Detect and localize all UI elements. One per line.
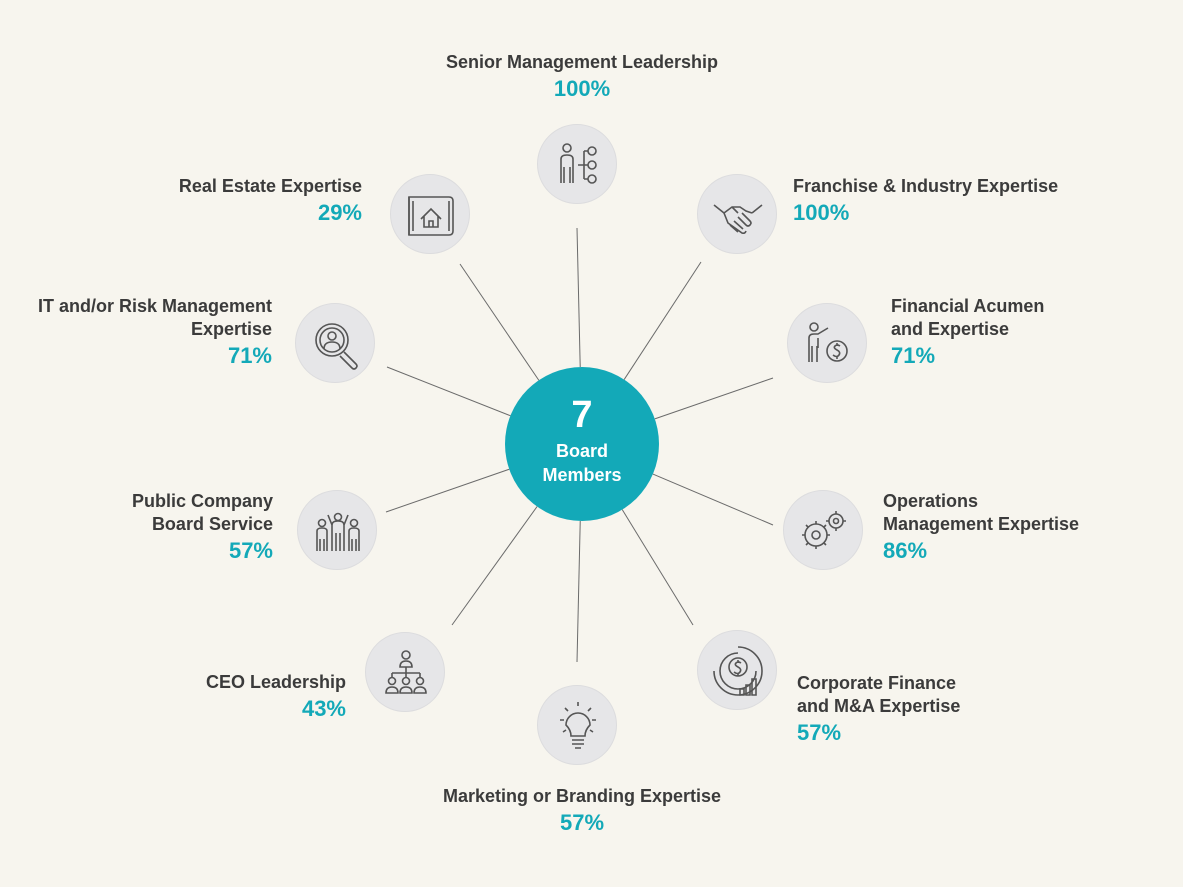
skill-percent: 29%: [317, 200, 362, 225]
skill-title-line: Operations: [883, 491, 979, 511]
skill-title-line: Corporate Finance: [797, 673, 957, 693]
handshake-icon: [713, 204, 763, 235]
skill-title-line: and Expertise: [891, 319, 1010, 339]
skill-title-line: Real Estate Expertise: [178, 176, 362, 196]
skill-title-line: Expertise: [190, 319, 272, 339]
skill-node-ceo-leadership: [365, 632, 445, 712]
connector-line-public-company-board-service: [385, 468, 510, 513]
board-members-caption: Board Members: [505, 439, 659, 487]
skill-label-senior-management-leadership: Senior Management Leadership 100%: [402, 51, 762, 103]
skill-percent: 71%: [891, 343, 936, 368]
gears-icon: [802, 511, 846, 549]
skill-title-line: Management Expertise: [883, 514, 1080, 534]
skill-title-line: Public Company: [131, 491, 273, 511]
skill-title-line: Franchise & Industry Expertise: [793, 176, 1059, 196]
skill-percent: 43%: [301, 696, 346, 721]
skill-title-line: Marketing or Branding Expertise: [442, 786, 722, 806]
skill-percent: 100%: [793, 200, 850, 225]
skill-label-marketing-or-branding-expertise: Marketing or Branding Expertise 57%: [402, 785, 762, 837]
skill-title-line: Board Service: [151, 514, 273, 534]
connector-line-corporate-finance-and-manda-expertise: [621, 509, 694, 626]
skill-percent: 71%: [227, 343, 272, 368]
skill-label-it-and-or-risk-management-expertise: IT and/or Risk Management Expertise 71%: [0, 295, 272, 370]
skill-label-financial-acumen-and-expertise: Financial Acumen and Expertise 71%: [891, 295, 1151, 370]
skill-node-corporate-finance-and-manda-expertise: [697, 630, 777, 710]
skill-title-line: IT and/or Risk Management: [37, 296, 272, 316]
board-members-hub: 7 Board Members: [505, 367, 659, 521]
celebrating-people-icon: [316, 512, 360, 551]
presenter-dollar-icon: [808, 322, 848, 362]
caption-line-2: Members: [542, 465, 622, 485]
skill-percent: 57%: [797, 720, 842, 745]
blueprint-house-icon: [408, 196, 454, 236]
connector-line-franchise-and-industry-expertise: [623, 261, 702, 380]
connector-line-marketing-or-branding-expertise: [576, 520, 581, 663]
skill-node-operations-management-expertise: [783, 490, 863, 570]
skill-node-marketing-or-branding-expertise: [537, 685, 617, 765]
board-member-count: 7: [571, 394, 593, 436]
skill-node-financial-acumen-and-expertise: [787, 303, 867, 383]
skill-node-franchise-and-industry-expertise: [697, 174, 777, 254]
hierarchy-icon: [385, 650, 427, 694]
magnifier-person-icon: [315, 323, 358, 370]
connector-line-real-estate-expertise: [459, 263, 540, 381]
connector-line-senior-management-leadership: [576, 227, 581, 368]
skill-node-real-estate-expertise: [390, 174, 470, 254]
skill-title-line: Senior Management Leadership: [445, 52, 719, 72]
caption-line-1: Board: [555, 441, 608, 461]
skill-percent: 86%: [883, 538, 928, 563]
finance-chart-icon: [713, 646, 763, 696]
skill-node-senior-management-leadership: [537, 124, 617, 204]
connector-line-financial-acumen-and-expertise: [654, 377, 774, 420]
skill-percent: 100%: [553, 76, 611, 101]
skill-percent: 57%: [228, 538, 273, 563]
skill-label-franchise-and-industry-expertise: Franchise & Industry Expertise 100%: [793, 175, 1123, 227]
skill-percent: 57%: [559, 810, 605, 835]
skill-node-it-and-or-risk-management-expertise: [295, 303, 375, 383]
skill-title-line: and M&A Expertise: [797, 696, 961, 716]
skill-label-real-estate-expertise: Real Estate Expertise 29%: [102, 175, 362, 227]
connector-line-operations-management-expertise: [652, 473, 774, 526]
skill-label-corporate-finance-and-manda-expertise: Corporate Finance and M&A Expertise 57%: [797, 672, 1057, 747]
connector-line-it-and-or-risk-management-expertise: [386, 366, 511, 417]
skill-label-public-company-board-service: Public Company Board Service 57%: [13, 490, 273, 565]
skill-label-ceo-leadership: CEO Leadership 43%: [86, 671, 346, 723]
connector-line-ceo-leadership: [451, 506, 538, 626]
lightbulb-icon: [560, 702, 596, 749]
org-chart-person-icon: [560, 143, 597, 184]
skill-title-line: CEO Leadership: [205, 672, 346, 692]
skill-label-operations-management-expertise: Operations Management Expertise 86%: [883, 490, 1163, 565]
skill-title-line: Financial Acumen: [891, 296, 1045, 316]
skill-node-public-company-board-service: [297, 490, 377, 570]
